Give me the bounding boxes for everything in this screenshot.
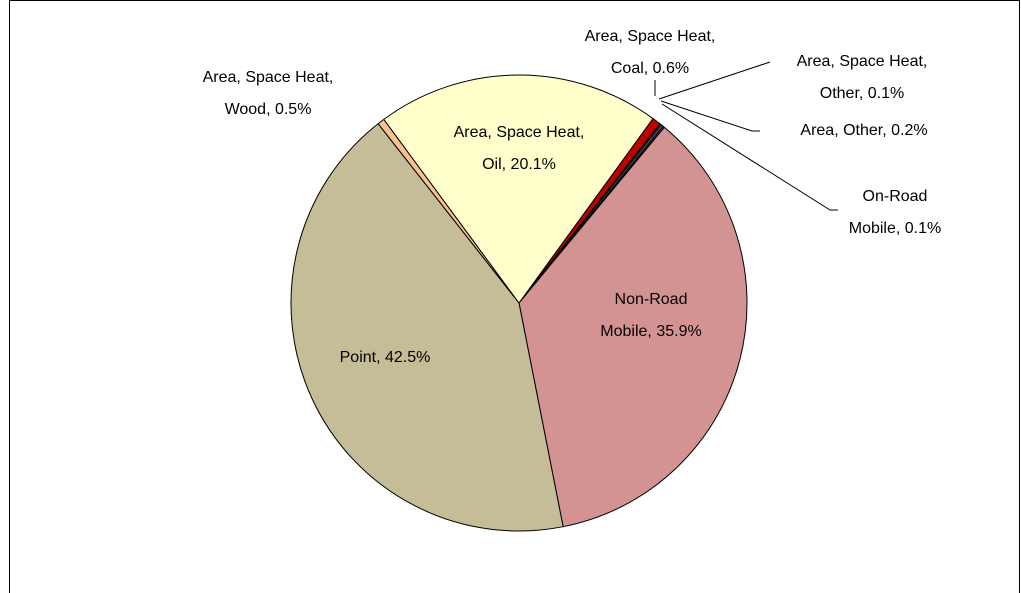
pie-slice	[383, 74, 654, 304]
data-label: Area, Space Heat, Coal, 0.6%	[585, 28, 716, 77]
data-label: Area, Space Heat, Other, 0.1%	[797, 53, 928, 102]
leader-line	[661, 103, 838, 211]
data-label: Area, Space Heat, Wood, 0.5%	[203, 69, 334, 118]
data-label: Point, 42.5%	[340, 349, 431, 366]
data-label: On-Road Mobile, 0.1%	[849, 188, 942, 237]
leader-line	[660, 100, 760, 132]
labels: Area, Space Heat, Coal, 0.6% Area, Space H…	[203, 28, 942, 366]
data-label: Area, Other, 0.2%	[800, 122, 927, 139]
data-label: Non-Road Mobile, 35.9%	[600, 291, 701, 340]
pie	[290, 74, 748, 532]
data-label: Area, Space Heat, Oil, 20.1%	[454, 124, 585, 173]
pie-slice	[290, 123, 564, 532]
pie-slice	[518, 126, 748, 528]
leader-line	[658, 61, 771, 100]
